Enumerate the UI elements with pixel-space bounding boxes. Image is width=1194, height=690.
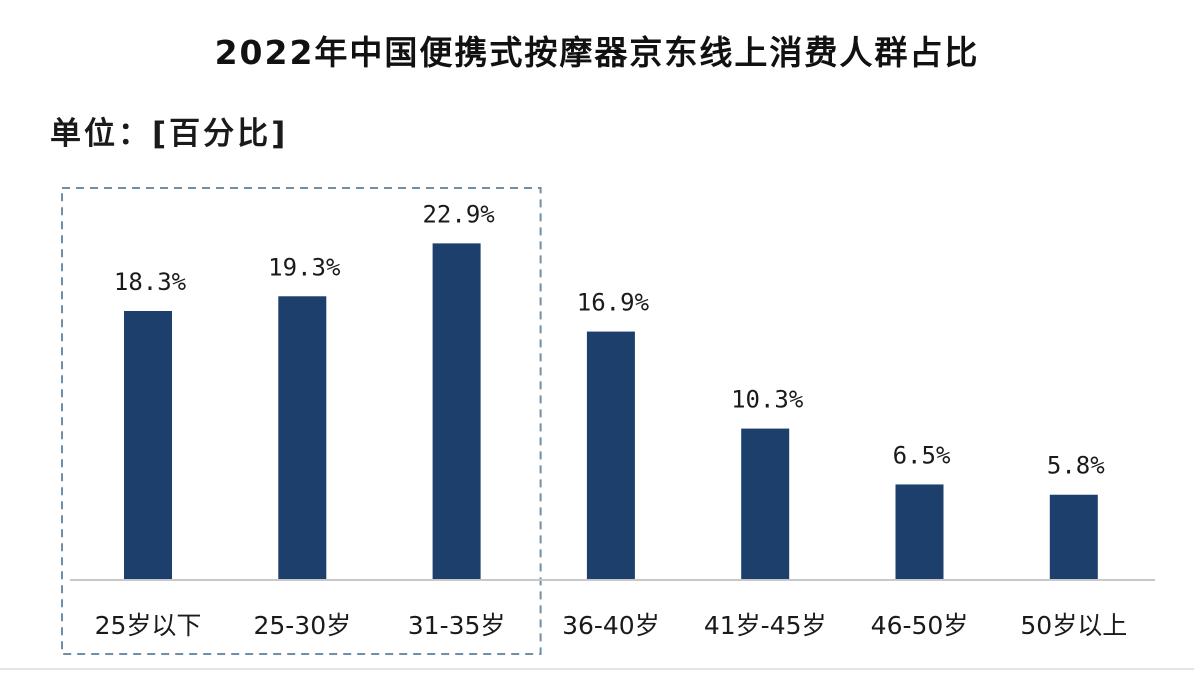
bar bbox=[895, 484, 944, 580]
data-labels-layer: 18.3% 19.3% 22.9% 16.9% 10.3% 6.5% 5.8% bbox=[114, 200, 1105, 479]
highlight-box-layer bbox=[61, 187, 542, 655]
data-label: 22.9% bbox=[422, 200, 495, 228]
bar bbox=[278, 296, 327, 580]
data-label: 5.8% bbox=[1047, 452, 1105, 480]
data-label: 6.5% bbox=[893, 441, 951, 469]
bar bbox=[124, 310, 172, 580]
data-label: 19.3% bbox=[268, 253, 341, 281]
chart-title: 2022年中国便携式按摩器京东线上消费人群占比 bbox=[214, 33, 980, 72]
x-tick-label: 41岁-45岁 bbox=[704, 611, 827, 640]
bar bbox=[432, 243, 481, 580]
bottom-divider bbox=[0, 668, 1194, 670]
x-tick-label: 50岁以上 bbox=[1020, 611, 1127, 640]
bar bbox=[1049, 494, 1098, 580]
data-label: 10.3% bbox=[731, 386, 804, 414]
x-tick-label: 36-40岁 bbox=[562, 611, 660, 640]
unit-label: 单位：[百分比] bbox=[50, 116, 289, 152]
bar bbox=[741, 428, 790, 580]
bars-layer bbox=[124, 243, 1098, 580]
x-tick-label: 25-30岁 bbox=[253, 611, 351, 640]
bar bbox=[586, 331, 635, 580]
highlight-box bbox=[61, 187, 542, 655]
x-tick-label: 46-50岁 bbox=[871, 611, 969, 640]
data-label: 18.3% bbox=[114, 268, 187, 296]
data-label: 16.9% bbox=[577, 289, 650, 317]
x-tick-label: 31-35岁 bbox=[408, 611, 506, 640]
x-tick-labels-layer: 25岁以下 25-30岁 31-35岁 36-40岁 41岁-45岁 46-50岁 50岁以… bbox=[95, 611, 1128, 640]
x-tick-label: 25岁以下 bbox=[95, 611, 202, 640]
